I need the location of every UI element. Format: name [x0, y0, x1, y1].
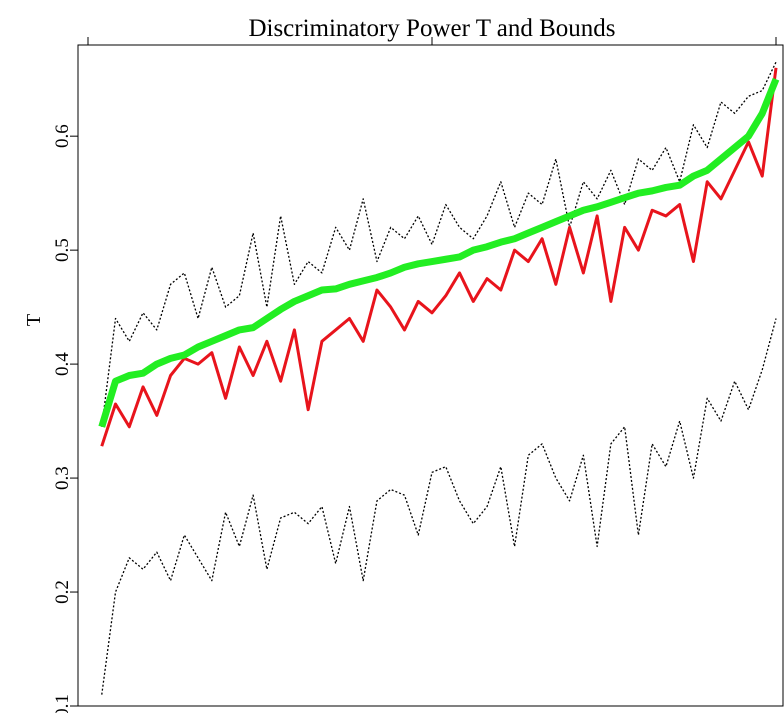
- y-axis-label: T: [23, 314, 45, 326]
- plot-frame: [77, 44, 784, 707]
- series-line: [101, 61, 777, 427]
- series-line: [101, 318, 777, 695]
- y-tick-label: 0.5: [52, 238, 73, 262]
- y-tick-label: 0.4: [52, 352, 73, 376]
- y-tick-label: 0.2: [52, 580, 73, 604]
- y-tick-label: 0.6: [52, 124, 73, 148]
- y-tick-label: 0.1: [52, 694, 73, 713]
- series-line: [100, 67, 778, 447]
- y-tick-label: 0.3: [52, 466, 73, 490]
- series-line: [98, 77, 780, 428]
